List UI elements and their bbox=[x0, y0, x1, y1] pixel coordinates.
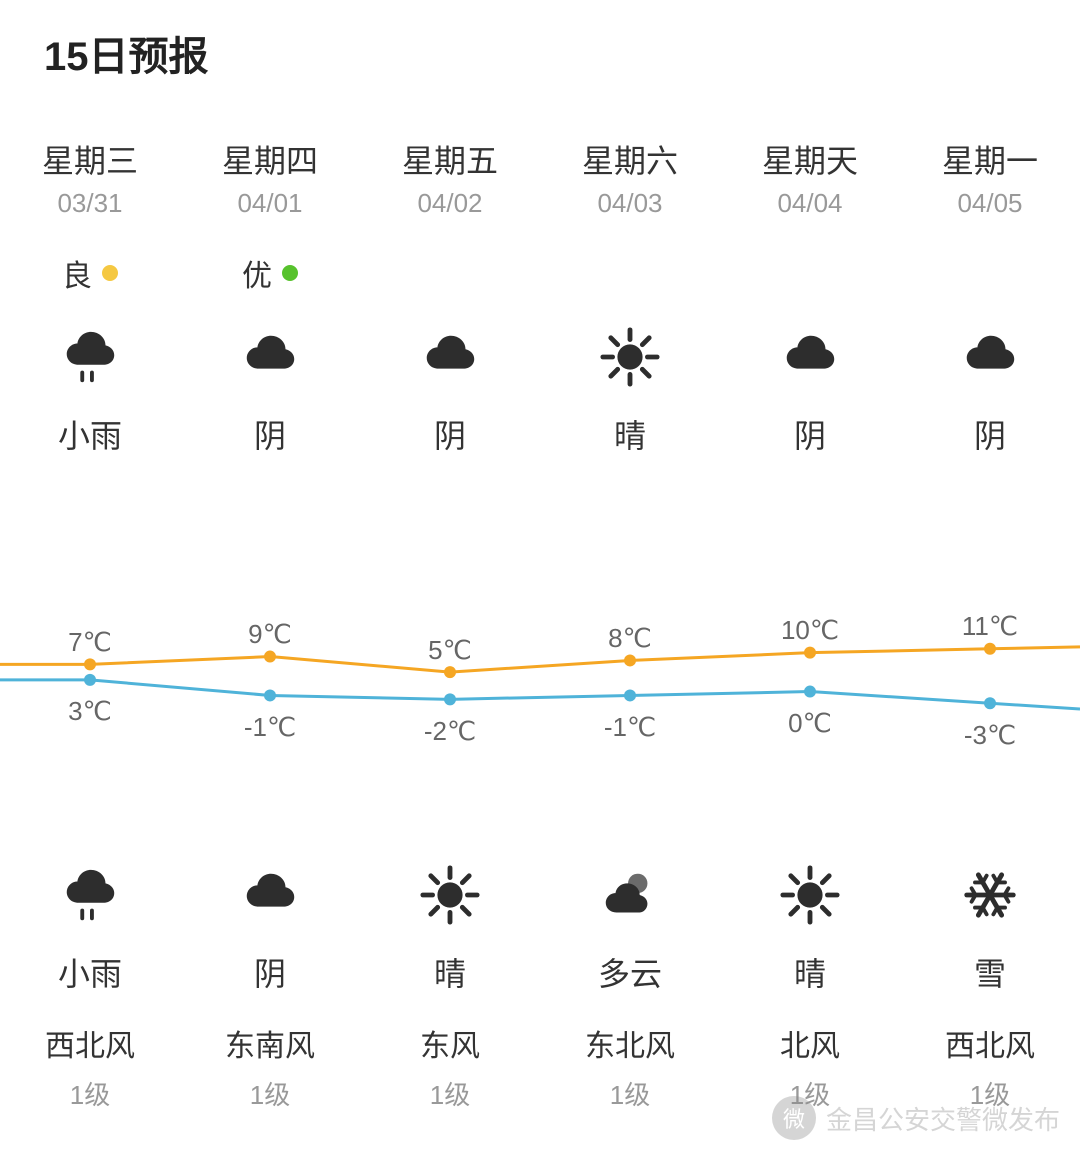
day-column[interactable]: 星期天 04/04 阴 bbox=[720, 142, 900, 457]
wind-level: 1级 bbox=[70, 1075, 110, 1112]
night-weather-icon bbox=[59, 855, 121, 935]
day-of-week: 星期五 bbox=[402, 142, 498, 180]
day-of-week: 星期天 bbox=[762, 142, 858, 180]
forecast-top-row: 星期三 03/31 良 小雨 星期四 04/01 优 阴 星期五 04/02 阴 星期六 04/0… bbox=[0, 82, 1080, 457]
night-column: 雪西北风1级 bbox=[900, 831, 1080, 1112]
night-condition: 雪 bbox=[974, 949, 1006, 995]
low-temp-label: -3℃ bbox=[964, 720, 1016, 751]
wind-level: 1级 bbox=[250, 1075, 290, 1112]
night-weather-icon bbox=[419, 855, 481, 935]
wind-direction: 西北风 bbox=[45, 1021, 135, 1065]
page-title: 15日预报 bbox=[0, 0, 1080, 82]
night-condition: 小雨 bbox=[58, 949, 122, 995]
day-weather-icon bbox=[959, 317, 1021, 397]
aqi-label: 良 bbox=[62, 251, 92, 295]
high-temp-label: 8℃ bbox=[608, 623, 652, 654]
night-weather-icon bbox=[599, 855, 661, 935]
day-weather-icon bbox=[599, 317, 661, 397]
day-column[interactable]: 星期五 04/02 阴 bbox=[360, 142, 540, 457]
wind-direction: 北风 bbox=[780, 1021, 840, 1065]
day-date: 04/04 bbox=[777, 188, 842, 219]
forecast-bottom-row: 小雨西北风 1级 阴东南风 1级 晴东风 1级 多云东北风 1级 晴北风 1级 雪西北风 1级 bbox=[0, 831, 1080, 1112]
low-temp-label: 3℃ bbox=[68, 696, 112, 727]
day-of-week: 星期一 bbox=[942, 142, 1038, 180]
wind-direction: 西北风 bbox=[945, 1021, 1035, 1065]
high-temp-label: 11℃ bbox=[962, 611, 1018, 642]
day-weather-icon bbox=[239, 317, 301, 397]
night-condition: 晴 bbox=[434, 949, 466, 995]
low-temp-label: -1℃ bbox=[604, 712, 656, 743]
night-weather-icon bbox=[239, 855, 301, 935]
aqi-dot-icon bbox=[102, 265, 118, 281]
night-weather-icon bbox=[959, 855, 1021, 935]
wind-level: 1级 bbox=[610, 1075, 650, 1112]
watermark-text: 金昌公安交警微发布 bbox=[826, 1100, 1060, 1137]
night-column: 多云东北风 1级 bbox=[540, 831, 720, 1112]
day-condition: 阴 bbox=[254, 411, 286, 457]
night-condition: 阴 bbox=[254, 949, 286, 995]
aqi-badge: 良 bbox=[62, 253, 118, 293]
aqi-dot-icon bbox=[282, 265, 298, 281]
aqi-label: 优 bbox=[242, 251, 272, 295]
day-condition: 阴 bbox=[434, 411, 466, 457]
day-weather-icon bbox=[779, 317, 841, 397]
day-weather-icon bbox=[59, 317, 121, 397]
day-condition: 阴 bbox=[794, 411, 826, 457]
high-temp-label: 10℃ bbox=[781, 615, 839, 646]
aqi-badge: 优 bbox=[242, 253, 298, 293]
low-temp-label: -1℃ bbox=[244, 712, 296, 743]
wind-level: 1级 bbox=[430, 1075, 470, 1112]
day-condition: 小雨 bbox=[58, 411, 122, 457]
wind-direction: 东风 bbox=[420, 1021, 480, 1065]
low-temp-label: 0℃ bbox=[788, 708, 832, 739]
day-date: 04/02 bbox=[417, 188, 482, 219]
high-temp-label: 9℃ bbox=[248, 619, 292, 650]
night-condition: 多云 bbox=[598, 949, 662, 995]
night-column: 晴东风 1级 bbox=[360, 831, 540, 1112]
day-condition: 阴 bbox=[974, 411, 1006, 457]
high-temp-label: 7℃ bbox=[68, 627, 112, 658]
night-column: 阴东南风 1级 bbox=[180, 831, 360, 1112]
day-of-week: 星期六 bbox=[582, 142, 678, 180]
day-of-week: 星期四 bbox=[222, 142, 318, 180]
watermark: 微 金昌公安交警微发布 bbox=[772, 1096, 1060, 1140]
night-condition: 晴 bbox=[794, 949, 826, 995]
night-column: 晴北风1级 bbox=[720, 831, 900, 1112]
low-temp-label: -2℃ bbox=[424, 716, 476, 747]
wind-direction: 东南风 bbox=[225, 1021, 315, 1065]
night-weather-icon bbox=[779, 855, 841, 935]
day-column[interactable]: 星期六 04/03 晴 bbox=[540, 142, 720, 457]
day-date: 04/01 bbox=[237, 188, 302, 219]
wechat-icon: 微 bbox=[772, 1096, 816, 1140]
day-column[interactable]: 星期三 03/31 良 小雨 bbox=[0, 142, 180, 457]
temperature-chart: 7℃ 3℃ 9℃ -1℃ 5℃ -2℃ 8℃ -1℃ 10℃ 0℃ 11℃ -3℃ bbox=[0, 567, 1080, 807]
day-column[interactable]: 星期一 04/05 阴 bbox=[900, 142, 1080, 457]
day-date: 04/03 bbox=[597, 188, 662, 219]
day-condition: 晴 bbox=[614, 411, 646, 457]
day-date: 04/05 bbox=[957, 188, 1022, 219]
day-weather-icon bbox=[419, 317, 481, 397]
night-column: 小雨西北风 1级 bbox=[0, 831, 180, 1112]
day-of-week: 星期三 bbox=[42, 142, 138, 180]
high-temp-label: 5℃ bbox=[428, 635, 472, 666]
day-date: 03/31 bbox=[57, 188, 122, 219]
day-column[interactable]: 星期四 04/01 优 阴 bbox=[180, 142, 360, 457]
wind-direction: 东北风 bbox=[585, 1021, 675, 1065]
